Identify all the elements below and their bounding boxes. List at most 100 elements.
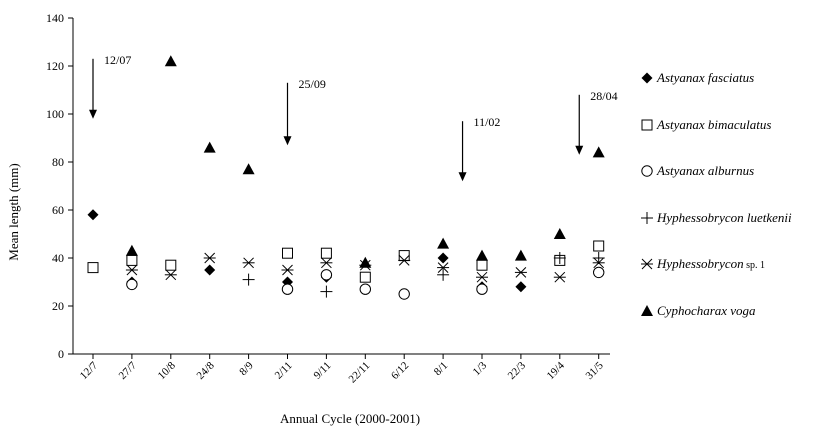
x-tick-label: 2/11 xyxy=(273,360,295,382)
data-point xyxy=(126,278,138,291)
data-point xyxy=(320,285,333,298)
data-point xyxy=(204,264,216,276)
x-tick-label: 12/7 xyxy=(78,359,101,382)
annotations: 12/07 25/09 11/02 28/04 xyxy=(89,53,618,182)
x-tick-label: 31/5 xyxy=(584,359,607,382)
data-point xyxy=(592,146,605,158)
data-point xyxy=(282,247,293,259)
data-point xyxy=(593,240,605,252)
data-point xyxy=(437,252,449,264)
legend-item: Hyphessobrycon sp. 1 xyxy=(640,254,839,301)
legend-label: Cyphocharax voga xyxy=(657,302,756,318)
data-point xyxy=(125,244,138,256)
x-tick-label: 8/1 xyxy=(432,360,450,378)
legend-item: Cyphocharax voga xyxy=(640,301,839,348)
y-tick-label: 80 xyxy=(52,155,64,169)
legend-symbol xyxy=(641,72,653,84)
annotation-arrow xyxy=(89,58,97,119)
data-point xyxy=(359,283,371,295)
data-marks xyxy=(87,55,605,300)
data-point xyxy=(242,257,255,269)
data-point xyxy=(592,257,605,269)
y-tick-label: 20 xyxy=(52,299,64,313)
annotation-label: 12/07 xyxy=(104,53,131,67)
legend-marker xyxy=(641,72,653,84)
data-point xyxy=(164,55,177,67)
data-point xyxy=(203,141,216,153)
legend-label: Astyanax alburnus xyxy=(657,163,755,178)
data-point xyxy=(87,209,99,221)
data-point xyxy=(553,271,566,283)
annotation-arrow xyxy=(458,121,467,182)
data-point xyxy=(320,257,333,269)
legend-marker xyxy=(641,165,653,177)
data-point xyxy=(437,268,450,281)
x-tick-label: 8/9 xyxy=(237,359,256,378)
legend-label: Hyphessobrycon luetkenii xyxy=(657,209,792,225)
x-tick-label: 24/8 xyxy=(195,359,218,382)
legend-item: Astyanax bimaculatus xyxy=(640,115,839,162)
legend-marker xyxy=(641,211,653,224)
data-point xyxy=(437,237,450,249)
legend: Astyanax fasciatus Astyanax bimaculatus As… xyxy=(640,68,839,347)
data-point xyxy=(398,288,410,300)
legend-label: Hyphessobrycon sp. 1 xyxy=(657,256,766,271)
data-point xyxy=(165,259,177,271)
legend-symbol xyxy=(641,304,653,316)
data-point xyxy=(320,247,332,259)
x-tick-label: 22/3 xyxy=(506,359,529,382)
x-tick-label: 22/11 xyxy=(347,360,373,386)
data-point xyxy=(514,249,527,261)
data-point xyxy=(164,269,177,281)
legend-item: Hyphessobrycon luetkenii xyxy=(640,208,839,255)
data-point xyxy=(242,273,255,286)
data-point xyxy=(476,259,488,271)
annotation-label: 11/02 xyxy=(474,115,501,129)
y-tick-label: 60 xyxy=(52,203,64,217)
data-point xyxy=(592,252,605,264)
annotation-label: 25/09 xyxy=(299,77,326,91)
data-point xyxy=(126,254,138,266)
legend-symbol xyxy=(641,258,653,270)
x-axis-label: Annual Cycle (2000-2001) xyxy=(280,411,420,426)
data-point xyxy=(476,283,488,295)
legend-label: Astyanax fasciatus xyxy=(657,70,755,85)
annotation-label: 28/04 xyxy=(590,89,617,103)
legend-item: Astyanax alburnus xyxy=(640,161,839,208)
data-point xyxy=(514,267,527,278)
legend-marker xyxy=(641,119,653,130)
data-point xyxy=(281,283,294,295)
y-axis-label: Mean length (mm) xyxy=(6,163,21,260)
data-point xyxy=(515,281,527,293)
legend-item: Astyanax fasciatus xyxy=(640,68,839,115)
data-point xyxy=(476,249,488,261)
y-tick-label: 40 xyxy=(52,251,64,265)
legend-symbol xyxy=(641,165,653,177)
data-point xyxy=(320,269,333,281)
data-point xyxy=(203,252,216,264)
data-point xyxy=(359,256,372,268)
annotation-arrow xyxy=(283,82,292,146)
data-point xyxy=(87,262,99,274)
data-point xyxy=(553,228,566,239)
data-point xyxy=(593,266,605,279)
x-tick-label: 1/3 xyxy=(471,359,490,378)
x-tick-label: 19/4 xyxy=(545,359,568,382)
data-point xyxy=(398,250,410,262)
legend-marker xyxy=(641,258,653,270)
data-point xyxy=(125,264,138,276)
legend-symbol xyxy=(641,211,653,224)
axes: 0 20 40 60 80 100 120 140 12/7 27/7 10/8 24/8 8/9 2/1… xyxy=(46,11,610,386)
x-tick-label: 6/12 xyxy=(389,360,411,382)
legend-marker xyxy=(641,304,653,316)
y-tick-label: 140 xyxy=(46,11,64,25)
y-tick-label: 0 xyxy=(58,347,64,361)
y-tick-label: 100 xyxy=(46,107,64,121)
data-point xyxy=(281,264,294,276)
x-tick-label: 9/11 xyxy=(311,360,333,382)
legend-label: Astyanax bimaculatus xyxy=(657,116,772,132)
data-point xyxy=(437,262,450,273)
data-point xyxy=(553,252,566,264)
data-point xyxy=(476,271,488,283)
